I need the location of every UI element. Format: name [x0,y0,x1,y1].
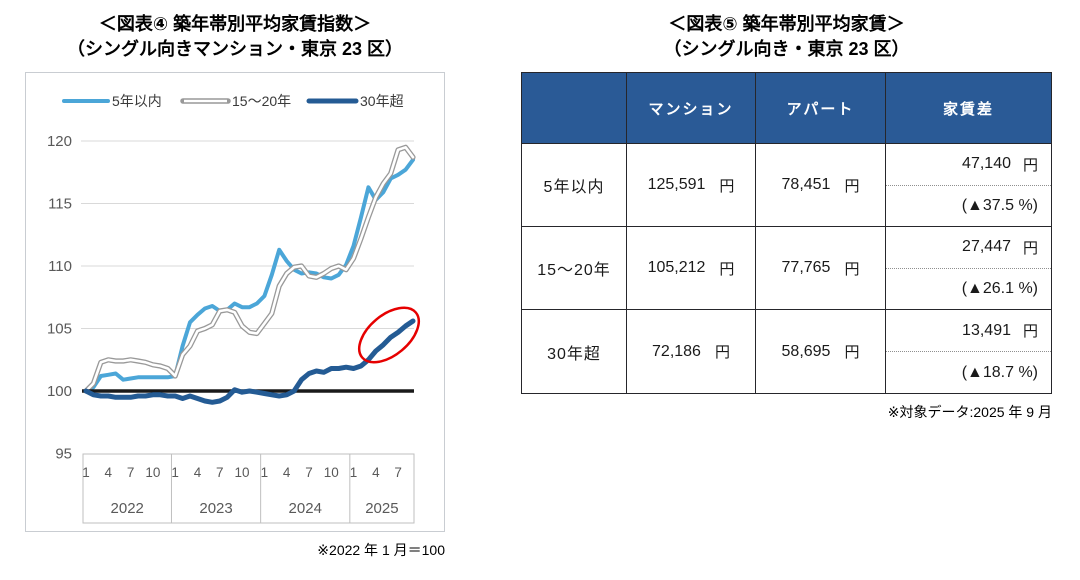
table-header-diff: 家賃差 [886,73,1051,144]
x-axis-month-label: 4 [372,465,380,480]
figure4-chart-card: 95 100 105 110 115 120 1 4 7 10 2022 1 4 7 10 2023 1 4 7 10… [25,72,445,532]
rent-value: 77,765 [781,259,831,276]
diff-amount: 27,447 円 [886,227,1051,269]
series-line-over-30yr [83,318,416,405]
yen-unit: 円 [719,260,735,278]
table-header-mansion: マンション [627,73,756,144]
figure5-title-line2: （シングル向き・東京 23 区） [663,39,910,59]
figure5-table: マンション アパート 家賃差 5年以内 125,591 円 78,451 円 4… [521,72,1052,394]
diff-amount: 13,491 円 [886,310,1051,352]
x-axis-year-label: 2023 [199,500,232,517]
y-axis-label: 115 [48,196,72,213]
x-axis-month-label: 7 [216,465,224,480]
y-axis-label: 105 [47,321,72,338]
figure4-footnote: ※2022 年 1 月＝100 [317,542,445,558]
rent-value: 78,451 [781,176,831,193]
x-axis-month-label: 4 [283,465,291,480]
y-axis-label: 95 [55,446,72,463]
yen-unit: 円 [1022,323,1038,340]
y-axis-label: 110 [48,258,72,275]
x-axis-box [82,453,415,524]
rent-diff-cell: 27,447 円 (▲26.1 %) [886,227,1051,310]
diff-percent: (▲18.7 %) [961,363,1038,381]
table-header-apart: アパート [756,73,886,144]
x-axis-month-label: 10 [235,465,250,480]
figure5-title: ＜図表⑤ 築年帯別平均家賃＞ （シングル向き・東京 23 区） [521,12,1052,62]
row-label: 5年以内 [522,144,627,227]
series-line-under-5yr [84,157,415,393]
yen-unit: 円 [844,177,860,195]
x-axis-month-label: 10 [145,465,160,480]
mansion-rent-cell: 105,212 円 [627,227,756,310]
x-axis-month-label: 7 [127,465,135,480]
row-label: 15〜20年 [522,227,627,310]
table-header-row: マンション アパート 家賃差 [522,73,1051,144]
diff-percent: (▲26.1 %) [961,279,1038,297]
table-header-empty [522,73,627,144]
legend-label: 5年以内 [112,93,162,109]
x-axis-month-label: 1 [82,465,90,480]
x-axis-month-label: 1 [350,465,358,480]
yen-unit: 円 [714,344,730,361]
yen-unit: 円 [844,344,860,361]
diff-percent: (▲37.5 %) [961,196,1038,214]
x-axis-month-label: 4 [105,465,113,480]
yen-unit: 円 [1022,156,1038,174]
series-line-15-20yr [83,144,416,394]
series-line-15-20yr-inner [84,146,415,393]
table-row: 30年超 72,186 円 58,695 円 13,491 円 (▲18.7 %… [522,310,1051,393]
legend-label: 15〜20年 [232,93,291,109]
legend-label: 30年超 [360,93,404,109]
yen-unit: 円 [719,177,735,195]
apart-rent-cell: 78,451 円 [756,144,886,227]
x-axis-month-label: 1 [261,465,269,480]
x-axis-year-label: 2024 [289,500,322,517]
y-axis-label: 120 [47,133,72,150]
annotation-ellipse [358,306,420,364]
row-label: 30年超 [522,310,627,393]
x-axis-month-label: 7 [305,465,313,480]
figure5-footnote: ※対象データ:2025 年 9 月 [887,404,1052,420]
rent-value: 72,186 [652,342,701,360]
figure4-title-line2: （シングル向きマンション・東京 23 区） [66,39,404,59]
x-axis-year-label: 2022 [111,500,144,517]
rent-value: 125,591 [647,176,706,193]
x-axis-month-label: 4 [194,465,202,480]
diff-amount: 47,140 円 [886,144,1051,186]
figure4-title: ＜図表④ 築年帯別平均家賃指数＞ （シングル向きマンション・東京 23 区） [15,12,455,62]
yen-unit: 円 [1022,239,1038,257]
rent-value: 58,695 [781,342,831,360]
mansion-rent-cell: 72,186 円 [627,310,756,393]
table-row: 5年以内 125,591 円 78,451 円 47,140 円 (▲37.5 … [522,144,1051,227]
x-axis-month-label: 7 [394,465,402,480]
y-axis-label: 100 [47,383,72,400]
rent-value: 105,212 [647,259,706,276]
mansion-rent-cell: 125,591 円 [627,144,756,227]
yen-unit: 円 [844,260,860,278]
table-row: 15〜20年 105,212 円 77,765 円 27,447 円 (▲26.… [522,227,1051,310]
rent-diff-cell: 13,491 円 (▲18.7 %) [886,310,1051,393]
rent-diff-cell: 47,140 円 (▲37.5 %) [886,144,1051,227]
apart-rent-cell: 58,695 円 [756,310,886,393]
x-axis-year-label: 2025 [365,500,398,517]
figure5-title-line1: ＜図表⑤ 築年帯別平均家賃＞ [668,14,905,34]
figure4-title-line1: ＜図表④ 築年帯別平均家賃指数＞ [98,14,372,34]
x-axis-month-label: 1 [171,465,179,480]
x-axis-month-label: 10 [324,465,339,480]
apart-rent-cell: 77,765 円 [756,227,886,310]
